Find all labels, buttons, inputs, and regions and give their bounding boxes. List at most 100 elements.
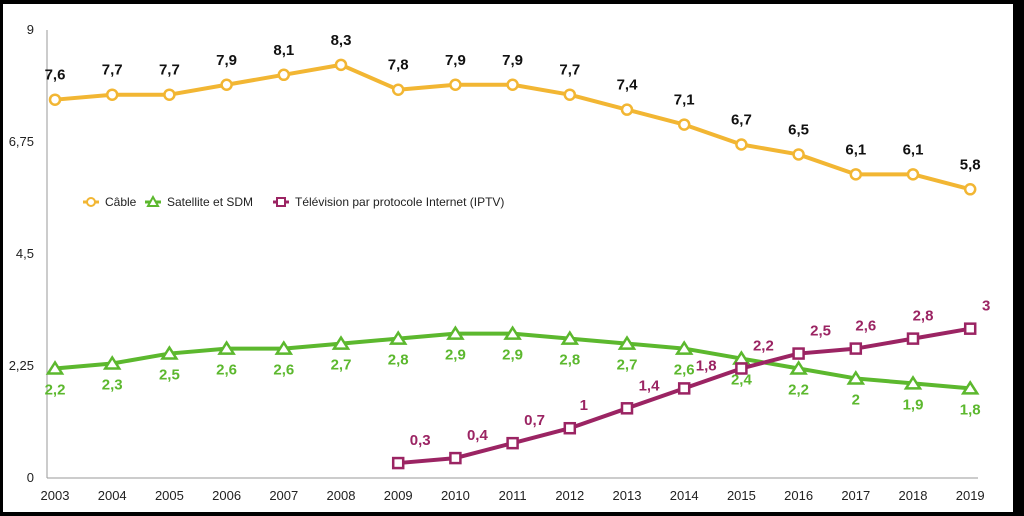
data-label: 1,8 — [696, 357, 717, 374]
x-tick-label: 2013 — [613, 488, 642, 503]
data-point — [105, 88, 119, 101]
data-label: 6,5 — [788, 121, 809, 138]
data-point — [906, 332, 920, 345]
x-tick-label: 2008 — [327, 488, 356, 503]
legend-item-1: Satellite et SDM — [145, 194, 253, 209]
data-point — [849, 342, 863, 355]
x-tick-label: 2004 — [98, 488, 127, 503]
data-label: 7,7 — [159, 62, 180, 79]
data-label: 2,8 — [913, 308, 934, 325]
series-0: 7,6 7,7 7,7 7,9 8,1 8,3 7,8 7,9 7,9 7,7 7,4 7,1 6,7 6… — [45, 32, 981, 196]
legend-marker — [86, 197, 96, 207]
data-point — [617, 335, 637, 350]
data-label: 7,7 — [559, 62, 580, 79]
data-label: 3 — [982, 298, 990, 315]
data-label: 2,6 — [674, 362, 695, 379]
data-point — [906, 168, 920, 181]
data-point — [503, 325, 522, 340]
x-tick-label: 2007 — [269, 488, 298, 503]
legend-label: Satellite et SDM — [167, 195, 253, 209]
legend-item-2: Télévision par protocole Internet (IPTV) — [273, 195, 504, 209]
data-label: 2,9 — [445, 347, 466, 364]
x-tick-label: 2016 — [784, 488, 813, 503]
data-point — [446, 325, 465, 340]
data-point — [277, 68, 291, 82]
data-point — [449, 451, 462, 465]
x-tick-label: 2006 — [212, 488, 241, 503]
legend-item-0: Câble — [83, 195, 137, 209]
data-point — [506, 78, 519, 92]
data-point — [792, 347, 805, 360]
x-tick-label: 2018 — [899, 488, 928, 503]
data-label: 2,8 — [388, 352, 409, 369]
data-point — [563, 421, 577, 435]
data-point — [903, 375, 923, 390]
data-point — [620, 103, 634, 116]
x-tick-label: 2009 — [384, 488, 413, 503]
data-point — [102, 355, 122, 370]
data-label: 7,6 — [45, 67, 66, 84]
legend-marker — [276, 197, 286, 207]
data-label: 7,1 — [674, 92, 695, 109]
data-label: 2,2 — [753, 337, 774, 354]
data-point — [849, 168, 863, 181]
data-label: 2,6 — [216, 362, 237, 379]
data-label: 2,2 — [788, 381, 809, 398]
data-point — [732, 350, 751, 365]
data-label: 0,7 — [524, 412, 545, 429]
data-point — [217, 340, 236, 355]
data-point — [677, 382, 691, 395]
y-tick-label: 0 — [27, 470, 34, 485]
data-point — [963, 322, 977, 335]
x-tick-label: 2005 — [155, 488, 184, 503]
x-tick-label: 2019 — [956, 488, 985, 503]
data-label: 0,4 — [467, 427, 489, 444]
data-label: 2,5 — [159, 367, 180, 384]
data-point — [163, 88, 176, 101]
data-point — [449, 78, 462, 92]
data-point — [735, 138, 748, 151]
data-label: 7,7 — [102, 62, 123, 79]
data-label: 2,9 — [502, 347, 523, 364]
data-label: 7,8 — [388, 57, 409, 74]
data-label: 8,1 — [273, 42, 294, 59]
series-1: 2,2 2,3 2,5 2,6 2,6 2,7 2,8 2,9 2,9 2,8 2,7 2,6 2,4 2… — [45, 325, 981, 418]
data-point — [391, 83, 405, 96]
data-point — [960, 380, 980, 395]
legend: Câble Satellite et SDM Télévision par prot… — [83, 194, 504, 209]
data-label: 2,3 — [102, 377, 123, 394]
y-tick-label: 2,25 — [9, 358, 34, 373]
data-label: 1,4 — [639, 377, 661, 394]
data-label: 2,8 — [559, 352, 580, 369]
data-label: 7,4 — [617, 77, 639, 94]
data-point — [334, 58, 348, 72]
data-label: 2,2 — [45, 381, 66, 398]
data-point — [735, 362, 748, 375]
data-label: 2,5 — [810, 323, 831, 340]
data-label: 2 — [852, 391, 860, 408]
data-label: 8,3 — [331, 32, 352, 49]
data-point — [220, 78, 233, 92]
x-tick-label: 2015 — [727, 488, 756, 503]
data-label: 5,8 — [960, 156, 981, 173]
data-label: 2,7 — [331, 357, 352, 374]
data-label: 6,7 — [731, 111, 752, 128]
y-tick-label: 6,75 — [9, 134, 34, 149]
data-point — [160, 345, 179, 360]
data-label: 2,7 — [617, 357, 638, 374]
x-tick-label: 2012 — [555, 488, 584, 503]
legend-label: Télévision par protocole Internet (IPTV) — [295, 195, 504, 209]
data-point — [963, 183, 977, 196]
data-point — [620, 402, 634, 415]
data-point — [506, 436, 519, 450]
axes: 0 2,25 4,5 6,75 9 2003 2004 2005 2006 2007 2008 200… — [9, 22, 985, 503]
data-label: 2,6 — [855, 318, 876, 335]
data-point — [391, 456, 405, 470]
x-tick-label: 2010 — [441, 488, 470, 503]
data-point — [560, 330, 580, 345]
data-label: 7,9 — [502, 52, 523, 69]
data-point — [331, 335, 351, 350]
data-label: 2,6 — [273, 362, 294, 379]
data-point — [674, 340, 694, 355]
data-label: 1,9 — [903, 396, 924, 413]
